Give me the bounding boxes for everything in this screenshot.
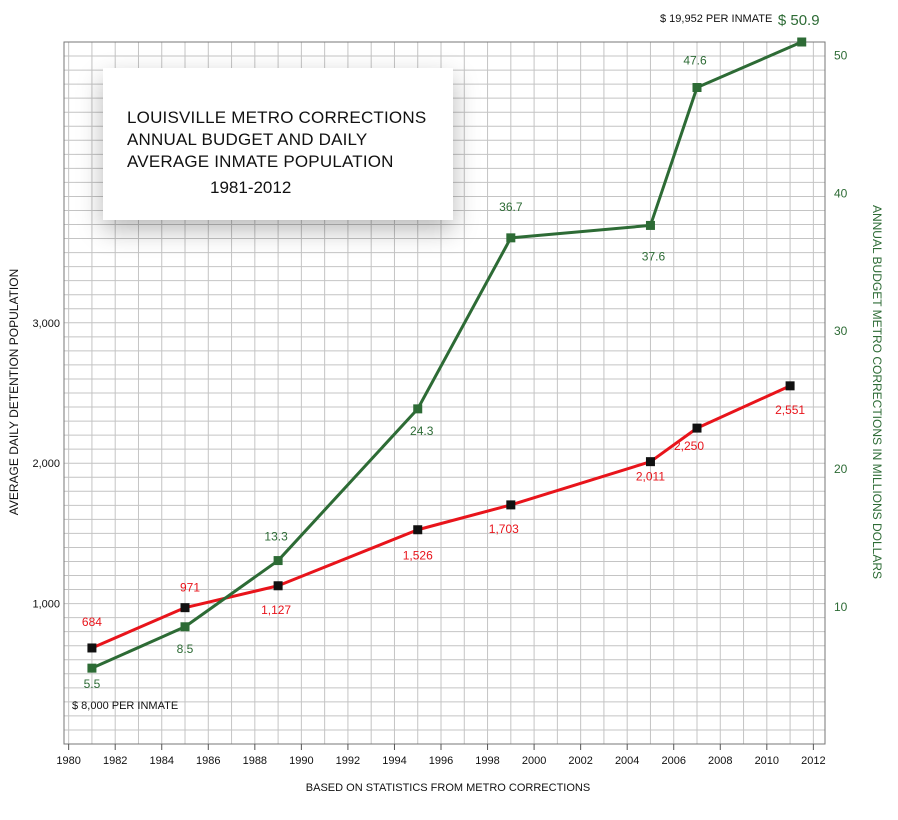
- budget-data-label: 36.7: [499, 200, 523, 214]
- x-tick-label: 1986: [196, 755, 220, 767]
- budget-data-label: 13.3: [264, 530, 288, 544]
- annotation-per-inmate-high: $ 19,952 PER INMATE: [660, 13, 772, 25]
- population-marker: [506, 500, 516, 510]
- x-tick-label: 1990: [289, 755, 313, 767]
- plot-frame: [63, 41, 826, 745]
- chart-title-line-2: ANNUAL BUDGET AND DAILY: [127, 130, 368, 149]
- x-tick-label: 1984: [150, 755, 174, 767]
- right-y-tick-label: 40: [834, 186, 848, 200]
- population-data-label: 971: [180, 581, 200, 595]
- budget-marker: [180, 622, 190, 632]
- x-tick-label: 2008: [708, 755, 732, 767]
- x-tick-label: 2000: [522, 755, 546, 767]
- population-marker: [180, 603, 190, 613]
- budget-line: [91, 40, 803, 670]
- x-tick-label: 2004: [615, 755, 639, 767]
- population-marker: [645, 457, 655, 467]
- x-tick-label: 1992: [336, 755, 360, 767]
- budget-marker: [273, 556, 283, 566]
- right-y-tick-label: 50: [834, 48, 848, 62]
- budget-data-label: 24.3: [410, 424, 434, 438]
- budget-marker: [506, 233, 516, 243]
- population-data-label: 1,127: [261, 603, 291, 617]
- x-tick-label: 1980: [56, 755, 80, 767]
- x-tick-label: 1998: [475, 755, 499, 767]
- population-data-label: 2,250: [674, 439, 704, 453]
- population-data-label: 1,526: [403, 549, 433, 563]
- x-tick-label: 2006: [661, 755, 685, 767]
- left-axis-title: AVERAGE DAILY DETENTION POPULATION: [7, 269, 21, 516]
- budget-marker: [692, 83, 702, 93]
- left-y-tick-label: 1,000: [32, 599, 60, 611]
- budget-data-label: $ 50.9: [778, 12, 820, 29]
- series-lines: [87, 37, 807, 673]
- budget-data-label: 5.5: [84, 677, 101, 691]
- population-marker: [87, 643, 97, 653]
- population-marker: [692, 423, 702, 433]
- x-tick-label: 1988: [243, 755, 267, 767]
- right-y-tick-label: 10: [834, 600, 848, 614]
- x-tick-label: 2010: [755, 755, 779, 767]
- axes: 1980 1982 1984 1986 1988 1990 1992 1994 1996 1998…: [32, 48, 847, 767]
- chart-title-line-3: AVERAGE INMATE POPULATION: [127, 152, 394, 171]
- population-marker: [785, 381, 795, 391]
- population-marker: [273, 581, 283, 591]
- x-tick-label: 1982: [103, 755, 127, 767]
- budget-marker: [87, 663, 97, 673]
- annotation-per-inmate-low: $ 8,000 PER INMATE: [72, 700, 178, 712]
- budget-data-label: 47.6: [683, 54, 707, 68]
- right-y-tick-label: 30: [834, 324, 848, 338]
- right-axis-title: ANNUAL BUDGET METRO CORRECTIONS IN MILLI…: [870, 205, 884, 579]
- population-data-label: 1,703: [489, 522, 519, 536]
- budget-marker: [413, 404, 423, 414]
- population-marker: [413, 525, 423, 535]
- budget-data-label: 37.6: [642, 249, 666, 263]
- left-y-tick-label: 3,000: [32, 318, 60, 330]
- population-data-label: 2,011: [636, 470, 665, 484]
- population-data-label: 2,551: [775, 403, 805, 417]
- x-tick-label: 1996: [429, 755, 453, 767]
- left-y-tick-label: 2,000: [32, 458, 60, 470]
- data-labels: 684 971 1,127 1,526 1,703 2,011 2,250 2,551 5.5 8…: [82, 12, 820, 691]
- right-y-tick-label: 20: [834, 462, 848, 476]
- x-tick-label: 2012: [801, 755, 825, 767]
- x-tick-label: 2002: [568, 755, 592, 767]
- budget-marker: [645, 220, 655, 230]
- population-line: [91, 384, 791, 650]
- chart-title-box: LOUISVILLE METRO CORRECTIONS ANNUAL BUDG…: [103, 68, 453, 220]
- x-axis-title: BASED ON STATISTICS FROM METRO CORRECTIO…: [306, 782, 590, 794]
- budget-data-label: 8.5: [177, 642, 194, 656]
- x-tick-label: 1994: [382, 755, 406, 767]
- chart-subtitle: 1981-2012: [210, 178, 292, 197]
- budget-marker: [797, 37, 807, 47]
- chart-title-line-1: LOUISVILLE METRO CORRECTIONS: [127, 108, 427, 127]
- population-data-label: 684: [82, 615, 102, 629]
